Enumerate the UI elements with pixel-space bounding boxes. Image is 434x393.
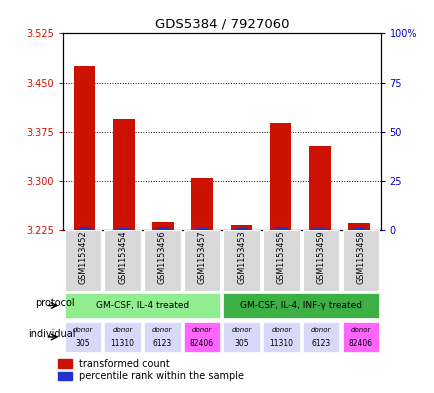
Bar [79, 227, 90, 230]
Text: percentile rank within the sample: percentile rank within the sample [79, 371, 243, 381]
Bar [65, 321, 101, 353]
Text: 6123: 6123 [311, 339, 330, 348]
Bar [223, 230, 260, 291]
Bar [157, 227, 168, 230]
Bar [342, 230, 378, 291]
Bar [74, 66, 95, 230]
Text: 82406: 82406 [348, 339, 372, 348]
Bar [235, 228, 247, 230]
Bar [223, 293, 378, 318]
Text: donor: donor [152, 327, 172, 332]
Bar [302, 321, 339, 353]
Text: donor: donor [112, 327, 132, 332]
Bar [263, 321, 299, 353]
Bar [191, 178, 213, 230]
Bar [118, 228, 129, 230]
Bar [113, 119, 134, 230]
Text: individual: individual [28, 329, 76, 339]
Text: GSM1153452: GSM1153452 [78, 231, 87, 284]
Text: GSM1153459: GSM1153459 [316, 231, 325, 284]
Bar [104, 230, 141, 291]
Bar [144, 230, 180, 291]
Bar [196, 228, 208, 230]
Bar [57, 372, 72, 380]
Bar [313, 228, 325, 230]
Text: 6123: 6123 [152, 339, 171, 348]
Bar [263, 230, 299, 291]
Text: GSM1153458: GSM1153458 [355, 231, 365, 284]
Bar [309, 146, 330, 230]
Bar [274, 227, 286, 230]
Bar [183, 230, 220, 291]
Bar [152, 222, 174, 230]
Text: GSM1153454: GSM1153454 [118, 231, 127, 284]
Text: donor: donor [270, 327, 291, 332]
Bar [65, 293, 220, 318]
Bar [230, 225, 252, 230]
Text: 11310: 11310 [110, 339, 134, 348]
Text: GM-CSF, IL-4, INF-γ treated: GM-CSF, IL-4, INF-γ treated [240, 301, 362, 310]
Bar [269, 123, 291, 230]
Text: 305: 305 [76, 339, 90, 348]
Text: 11310: 11310 [269, 339, 293, 348]
Text: donor: donor [231, 327, 251, 332]
Bar [144, 321, 180, 353]
Text: transformed count: transformed count [79, 359, 169, 369]
Bar [348, 223, 369, 230]
Bar [65, 230, 101, 291]
Text: GSM1153455: GSM1153455 [276, 231, 285, 284]
Bar [57, 359, 72, 368]
Title: GDS5384 / 7927060: GDS5384 / 7927060 [154, 18, 289, 31]
Text: protocol: protocol [35, 298, 74, 308]
Text: donor: donor [310, 327, 331, 332]
Text: GSM1153457: GSM1153457 [197, 231, 206, 284]
Bar [302, 230, 339, 291]
Text: GSM1153453: GSM1153453 [237, 231, 246, 284]
Text: GSM1153456: GSM1153456 [158, 231, 166, 284]
Text: donor: donor [350, 327, 370, 332]
Bar [223, 321, 260, 353]
Text: GM-CSF, IL-4 treated: GM-CSF, IL-4 treated [95, 301, 189, 310]
Bar [183, 321, 220, 353]
Text: donor: donor [72, 327, 93, 332]
Bar [104, 321, 141, 353]
Bar [352, 228, 364, 230]
Text: 82406: 82406 [190, 339, 214, 348]
Text: donor: donor [191, 327, 212, 332]
Bar [342, 321, 378, 353]
Text: 305: 305 [234, 339, 248, 348]
